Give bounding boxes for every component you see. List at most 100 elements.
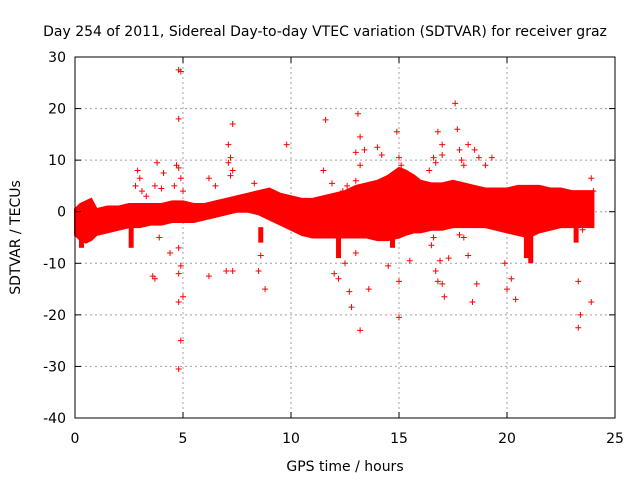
sdtvar-point xyxy=(151,182,158,189)
x-tick-label: 0 xyxy=(71,431,80,447)
sdtvar-point xyxy=(331,270,338,277)
sdtvar-point xyxy=(432,268,439,275)
sdtvar-point xyxy=(257,252,264,259)
data-points xyxy=(74,66,597,373)
sdtvar-point xyxy=(396,154,402,161)
sdtvar-point xyxy=(132,182,139,189)
sdtvar-point xyxy=(590,188,597,195)
y-tick-label: 0 xyxy=(57,205,66,221)
sdtvar-point xyxy=(456,231,463,238)
sdtvar-point xyxy=(374,144,381,151)
y-tick-label: 20 xyxy=(48,102,66,118)
sdtvar-point xyxy=(460,162,467,169)
sdtvar-point xyxy=(158,185,165,192)
x-tick-label: 15 xyxy=(390,431,408,447)
sdtvar-point xyxy=(396,314,402,321)
sdtvar-point xyxy=(352,249,359,256)
sdtvar-point xyxy=(229,121,236,128)
sdtvar-point xyxy=(471,146,478,153)
x-tick-label: 25 xyxy=(606,431,624,447)
sdtvar-point xyxy=(428,242,435,249)
sdtvar-point xyxy=(175,298,182,305)
sdtvar-point xyxy=(177,337,184,344)
sdtvar-point xyxy=(588,298,595,305)
sdtvar-point xyxy=(430,154,437,161)
sdtvar-point xyxy=(398,162,405,169)
plot-frame xyxy=(74,56,616,419)
sdtvar-point xyxy=(229,167,236,174)
sdtvar-point xyxy=(426,167,433,174)
sdtvar-point xyxy=(175,366,182,373)
sdtvar-point xyxy=(482,162,489,169)
sdtvar-point xyxy=(335,275,342,282)
x-tick-label: 20 xyxy=(498,431,516,447)
sdtvar-point xyxy=(439,280,446,287)
sdtvar-point xyxy=(378,151,385,158)
sdtvar-point xyxy=(143,193,150,200)
sdtvar-point xyxy=(342,260,348,267)
sdtvar-point xyxy=(262,286,269,293)
sdtvar-point xyxy=(348,304,355,311)
sdtvar-point xyxy=(134,167,141,174)
sdtvar-point xyxy=(352,177,359,184)
sdtvar-point xyxy=(445,255,452,262)
sdtvar-point xyxy=(456,146,463,153)
sdtvar-point xyxy=(346,288,353,295)
sdtvar-point xyxy=(434,278,441,285)
sdtvar-point xyxy=(151,275,158,282)
sdtvar-point xyxy=(389,182,396,189)
sdtvar-point xyxy=(473,280,480,287)
sdtvar-point xyxy=(177,262,184,269)
x-tick-label: 10 xyxy=(282,431,300,447)
sdtvar-point xyxy=(180,188,186,195)
sdtvar-point xyxy=(475,154,482,161)
sdtvar-point xyxy=(504,286,510,293)
sdtvar-point xyxy=(255,268,262,275)
sdtvar-point xyxy=(320,167,327,174)
sdtvar-point xyxy=(439,141,446,148)
sdtvar-point xyxy=(212,182,219,189)
sdtvar-point xyxy=(225,141,232,148)
chart-title: Day 254 of 2011, Sidereal Day-to-day VTE… xyxy=(43,24,607,40)
sdtvar-point xyxy=(363,185,370,192)
sdtvar-point xyxy=(508,275,515,282)
sdtvar-point xyxy=(588,175,595,182)
sdtvar-point xyxy=(357,327,364,334)
sdtvar-point xyxy=(357,162,364,169)
y-tick-label: 30 xyxy=(48,50,66,66)
sdtvar-point xyxy=(175,244,182,251)
sdtvar-point xyxy=(227,154,234,161)
x-tick-label: 5 xyxy=(179,431,188,447)
sdtvar-point xyxy=(175,164,182,171)
sdtvar-point xyxy=(136,175,143,182)
sdtvar-point-cloud xyxy=(74,166,595,244)
sdtvar-point xyxy=(430,234,437,241)
sdtvar-point xyxy=(156,234,163,241)
y-tick-label: -40 xyxy=(43,411,66,427)
sdtvar-point xyxy=(223,268,230,275)
y-tick-label: -20 xyxy=(43,308,66,324)
sdtvar-point xyxy=(465,252,472,259)
sdtvar-point xyxy=(175,270,182,277)
sdtvar-point xyxy=(385,262,392,269)
y-tick-label: 10 xyxy=(48,153,66,169)
sdtvar-point xyxy=(322,116,329,123)
sdtvar-point xyxy=(160,170,167,177)
sdtvar-point xyxy=(229,268,236,275)
sdtvar-point xyxy=(175,115,182,122)
sdtvar-point xyxy=(437,257,444,264)
sdtvar-point xyxy=(227,172,234,179)
sdtvar-point xyxy=(225,159,232,166)
sdtvar-point xyxy=(344,182,351,189)
sdtvar-point xyxy=(205,175,212,182)
sdtvar-point xyxy=(167,249,174,256)
sdtvar-point xyxy=(452,100,459,107)
sdtvar-point xyxy=(488,154,495,161)
sdtvar-point xyxy=(501,260,508,267)
sdtvar-point xyxy=(361,146,368,153)
sdtvar-point xyxy=(154,159,161,166)
sdtvar-point xyxy=(540,224,547,231)
sdtvar-point xyxy=(441,293,448,300)
sdtvar-point xyxy=(458,157,465,164)
sdtvar-point xyxy=(177,68,184,75)
